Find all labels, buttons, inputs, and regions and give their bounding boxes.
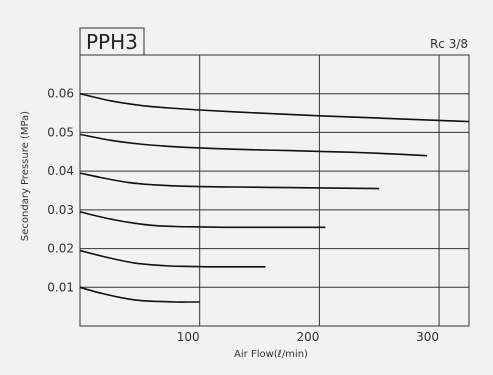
x-tick-labels: 100 200 300 [177, 330, 439, 344]
x-tick-label: 100 [177, 330, 200, 344]
y-tick-labels: 0.01 0.02 0.03 0.04 0.05 0.06 [47, 87, 74, 295]
y-tick-label: 0.06 [47, 87, 74, 101]
port-size-label: Rc 3/8 [430, 37, 468, 51]
pressure-curve-4 [80, 173, 379, 189]
x-tick-label: 200 [296, 330, 319, 344]
y-tick-label: 0.05 [47, 125, 74, 139]
grid-lines [80, 55, 469, 326]
pressure-curve-3 [80, 212, 325, 228]
y-axis-label: Secondary Pressure (MPa) [20, 111, 31, 241]
pressure-curves [80, 94, 469, 302]
y-tick-label: 0.03 [47, 203, 74, 217]
x-axis-label: Air Flow(ℓ/min) [234, 349, 308, 360]
pressure-curve-2 [80, 251, 266, 267]
x-tick-label: 300 [416, 330, 439, 344]
y-tick-label: 0.01 [47, 280, 74, 294]
pressure-curve-1 [80, 287, 200, 302]
y-tick-label: 0.02 [47, 242, 74, 256]
pressure-curve-6 [80, 94, 469, 122]
y-tick-label: 0.04 [47, 164, 74, 178]
plot-frame [80, 55, 469, 326]
chart-title: PPH3 [86, 30, 138, 54]
pressure-curve-5 [80, 134, 427, 155]
